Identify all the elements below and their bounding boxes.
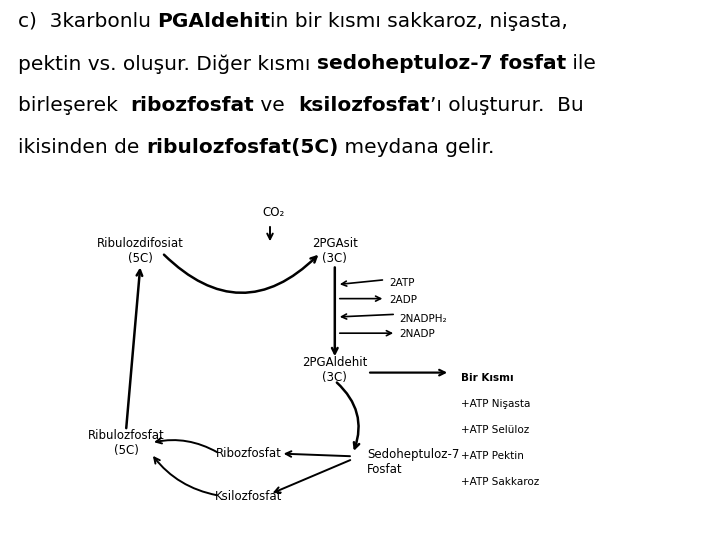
Text: Ribulozfosfat
(5C): Ribulozfosfat (5C) bbox=[88, 429, 164, 457]
Text: ile: ile bbox=[566, 54, 596, 73]
Text: Ribozfosfat: Ribozfosfat bbox=[215, 447, 282, 460]
Text: ikisinden de: ikisinden de bbox=[18, 138, 145, 157]
Text: ribulozfosfat(5C): ribulozfosfat(5C) bbox=[145, 138, 338, 157]
Text: in bir kısmı sakkaroz, nişasta,: in bir kısmı sakkaroz, nişasta, bbox=[271, 12, 568, 31]
Text: pektin vs. oluşur. Diğer kısmı: pektin vs. oluşur. Diğer kısmı bbox=[18, 54, 317, 73]
Text: CO₂: CO₂ bbox=[263, 206, 285, 219]
Text: 2PGAsit
(3C): 2PGAsit (3C) bbox=[312, 237, 358, 265]
Text: Ribulozdifosiat
(5C): Ribulozdifosiat (5C) bbox=[97, 237, 184, 265]
Text: +ATP Nişasta: +ATP Nişasta bbox=[461, 399, 530, 409]
Text: meydana gelir.: meydana gelir. bbox=[338, 138, 495, 157]
Text: Bir Kısmı: Bir Kısmı bbox=[461, 373, 513, 383]
Text: +ATP Selüloz: +ATP Selüloz bbox=[461, 425, 529, 435]
Text: ksilozfosfat: ksilozfosfat bbox=[298, 96, 430, 115]
Text: c)  3karbonlu: c) 3karbonlu bbox=[18, 12, 158, 31]
Text: ve: ve bbox=[254, 96, 298, 115]
Text: +ATP Sakkaroz: +ATP Sakkaroz bbox=[461, 477, 539, 487]
Text: ribozfosfat: ribozfosfat bbox=[130, 96, 254, 115]
Text: Ksilozfosfat: Ksilozfosfat bbox=[215, 490, 282, 503]
Text: Sedoheptuloz-7
Fosfat: Sedoheptuloz-7 Fosfat bbox=[367, 448, 459, 476]
Text: 2NADPH₂: 2NADPH₂ bbox=[400, 314, 447, 323]
Text: 2ATP: 2ATP bbox=[389, 279, 414, 288]
Text: ’ı oluşturur.  Bu: ’ı oluşturur. Bu bbox=[430, 96, 583, 115]
Text: birleşerek: birleşerek bbox=[18, 96, 130, 115]
Text: 2NADP: 2NADP bbox=[400, 329, 436, 339]
Text: sedoheptuloz-7 fosfat: sedoheptuloz-7 fosfat bbox=[317, 54, 566, 73]
Text: 2PGAldehit
(3C): 2PGAldehit (3C) bbox=[302, 356, 367, 384]
Text: 2ADP: 2ADP bbox=[389, 295, 417, 305]
Text: +ATP Pektin: +ATP Pektin bbox=[461, 451, 523, 461]
Text: PGAldehit: PGAldehit bbox=[158, 12, 271, 31]
